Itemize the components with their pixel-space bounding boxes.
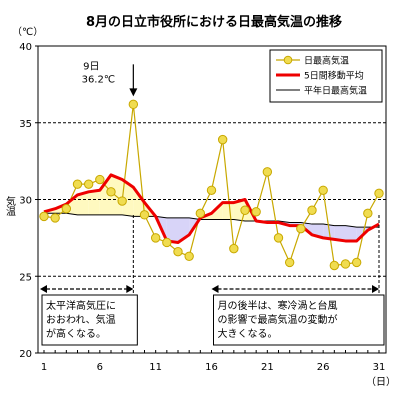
peak-day-label: 9日 [83,61,99,72]
annotation-text-early: おおわれ、気温 [46,313,116,326]
deviation-area [133,187,145,217]
daily-max-point [329,260,340,271]
x-tick-label: 21 [261,362,274,373]
deviation-area [111,174,123,215]
daily-max-point [50,213,60,223]
annotation-box-late [213,294,385,346]
daily-max-point [184,251,194,261]
daily-max-point [83,179,94,189]
daily-max-point [340,259,351,269]
annotation-text-late: の影響で最高気温の変動が [218,313,338,326]
deviation-area [334,225,346,241]
daily-max-point [206,185,217,195]
x-tick-label: 1 [41,362,47,373]
deviation-area [345,225,357,241]
x-tick-label: 11 [149,362,162,373]
deviation-fill-areas [44,174,379,243]
deviation-area [77,191,89,215]
normal-temperature-line [44,212,379,228]
x-axis-ticks: 1 6 11 16 21 26 31 [41,350,386,373]
daily-max-point [117,196,127,206]
callout-arrow-head [129,88,138,97]
daily-max-point [229,243,239,254]
x-tick-label: 31 [373,362,386,373]
legend-label: 日最高気温 [304,55,349,67]
daily-max-point [139,210,150,220]
deviation-area [233,199,245,221]
peak-value-label: 36.2℃ [82,74,116,85]
chart-series [39,99,384,271]
daily-max-temperature-line [43,104,380,267]
x-tick-label: 26 [317,362,330,373]
daily-max-point [61,204,72,214]
daily-max-point [173,246,183,257]
annotation-text-early: 太平洋高気圧に [46,299,116,312]
y-tick-label: 30 [19,196,32,207]
legend-label: 平年日最高気温 [304,85,367,97]
y-tick-label: 25 [19,272,32,283]
daily-max-point [39,211,49,222]
annotation-arrow-head-right [372,285,379,293]
daily-max-point [351,257,362,268]
daily-max-point [307,205,317,215]
daily-max-point [162,237,172,248]
annotation-text-late: 大きくなる。 [218,327,278,340]
daily-max-point [262,167,273,177]
annotation-box-early [41,294,138,346]
annotation-text-early: が高くなる。 [46,327,106,340]
peak-callout: 9日 36.2℃ [82,61,138,97]
y-axis-label: 気温 [4,195,16,216]
y-axis-ticks: 20 25 30 35 40 [19,42,38,360]
annotation-arrow-head-right [126,285,134,293]
chart-title: 8月の日立市役所における日最高気温の推移 [86,14,342,30]
annotation-text-late: 月の後半は、寒冷渦と台風 [218,299,338,312]
daily-max-point [318,185,328,195]
x-tick-label: 6 [97,362,103,373]
x-axis-unit-label: （日） [366,376,396,388]
deviation-area [122,179,134,217]
y-tick-label: 35 [19,119,32,130]
annotation-arrow-head-left [40,285,47,293]
y-axis-unit-label: （℃） [12,26,43,38]
y-tick-label: 40 [19,42,32,53]
daily-max-point [217,134,228,145]
daily-max-point [273,233,284,243]
daily-max-point [195,208,206,219]
moving-average-line [43,173,380,244]
daily-max-point [374,188,384,199]
annotation-arrow-head-left [211,285,219,293]
deviation-area [166,217,178,243]
grid-lines [38,122,386,277]
daily-max-point [150,233,161,243]
daily-max-point [284,257,295,268]
deviation-area [99,174,111,215]
daily-max-point [363,208,373,219]
daily-max-point [240,205,250,215]
daily-max-point [251,207,261,217]
legend-label: 5日間移動平均 [304,70,364,82]
deviation-area [222,202,234,220]
x-tick-label: 16 [205,362,218,373]
daily-max-point [296,223,306,234]
legend-marker-daily-max [283,55,293,65]
daily-max-point [128,99,139,110]
daily-max-point [95,174,105,185]
y-tick-label: 20 [19,349,32,360]
deviation-area [88,190,100,215]
daily-max-point [72,179,83,189]
daily-max-point [106,187,116,197]
